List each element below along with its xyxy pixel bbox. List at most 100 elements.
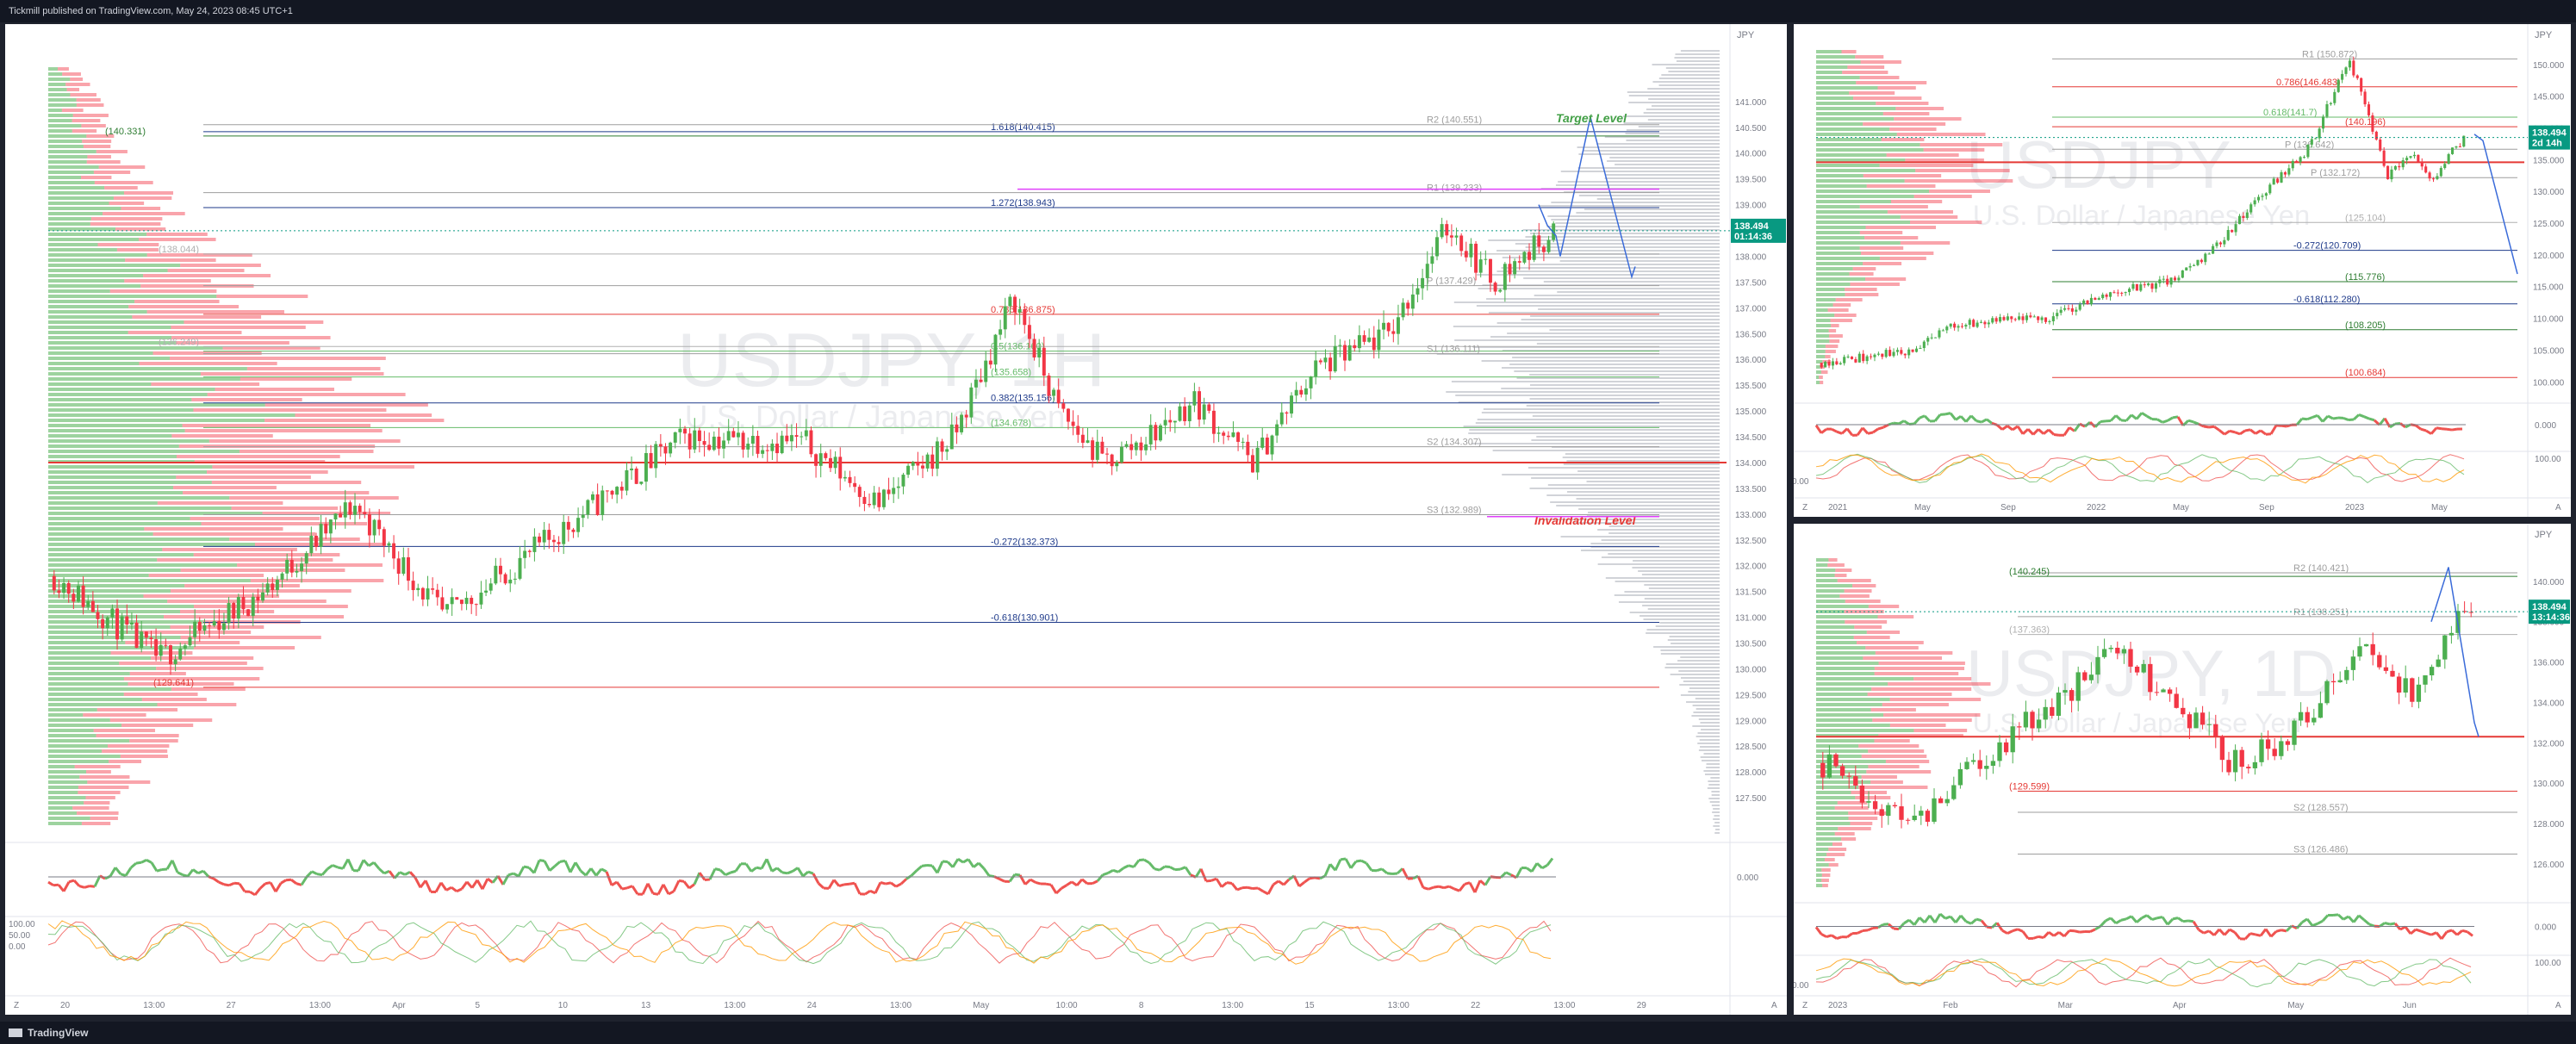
candle-body — [1859, 785, 1865, 803]
volume-profile-bar-down — [193, 408, 387, 412]
momentum-line-segment — [507, 872, 514, 877]
candle-body — [2314, 138, 2318, 140]
volume-profile-right-bar — [1658, 78, 1720, 79]
tradingview-logo[interactable]: TradingView — [9, 1027, 88, 1039]
volume-profile-bar-down — [1845, 288, 1877, 291]
main-chart-svg[interactable]: USDJPY, 1HU.S. Dollar / Japanese Yen(140… — [5, 24, 1787, 1015]
volume-profile-right-bar — [1496, 322, 1720, 324]
volume-profile-right-bar — [1543, 281, 1720, 283]
level-label: P (137.429) — [1427, 277, 1476, 287]
volume-profile-bar-up — [1816, 127, 1890, 131]
candle-body — [1008, 296, 1012, 307]
candle-body — [1178, 406, 1182, 421]
candle-body — [1949, 323, 1952, 327]
candle-body — [2043, 706, 2048, 720]
level-label: (134.678) — [991, 418, 1031, 428]
volume-profile-right-bar — [1475, 422, 1720, 424]
candle-body — [1391, 331, 1396, 334]
candle-body — [1279, 412, 1284, 425]
momentum-line-segment — [1266, 884, 1275, 895]
last-price-tag — [2529, 600, 2570, 625]
momentum-line-segment — [2177, 917, 2184, 923]
price-tick-label: 140.500 — [1735, 124, 1767, 134]
momentum-line-segment — [2229, 429, 2236, 434]
momentum-line-segment — [470, 879, 479, 889]
volume-profile-bar-down — [1866, 631, 1901, 634]
volume-profile-bar-up — [48, 765, 75, 768]
momentum-line-segment — [678, 879, 685, 883]
volume-profile-bar-up — [1816, 563, 1828, 567]
volume-profile-right-bar — [1701, 729, 1720, 730]
candle-body — [1488, 258, 1492, 283]
candle-body — [1047, 376, 1051, 396]
candle-body — [2158, 279, 2162, 283]
candle-body — [2181, 270, 2184, 278]
candle-body — [295, 570, 299, 573]
level-label: 0.786(146.483) — [2276, 78, 2341, 88]
volume-profile-bar-down — [1868, 605, 1900, 608]
volume-profile-right-bar — [1492, 450, 1720, 451]
candle-body — [280, 573, 284, 580]
volume-profile-bar-up — [1816, 360, 1823, 364]
candle-body — [1866, 801, 1871, 803]
volume-profile-bar-down — [295, 413, 432, 417]
candle-body — [1498, 289, 1503, 292]
momentum-line-segment — [2099, 919, 2107, 928]
volume-profile-right-bar — [1463, 426, 1720, 427]
candle-body — [217, 621, 221, 631]
time-tick-label: 27 — [227, 1001, 237, 1010]
candle-body — [2371, 115, 2374, 132]
volume-profile-right-bar — [1555, 184, 1720, 186]
momentum-line-segment — [2415, 424, 2422, 431]
candle-body — [2352, 60, 2355, 76]
candle-body — [52, 575, 56, 591]
volume-profile-bar-down — [1863, 174, 1942, 177]
momentum-line-segment — [2451, 929, 2458, 936]
volume-profile-bar-up — [1816, 112, 1883, 115]
momentum-line-segment — [1458, 883, 1466, 892]
volume-profile-bar-up — [1816, 272, 1850, 276]
momentum-line-segment — [549, 865, 556, 872]
volume-profile-bar-up — [1816, 775, 1862, 779]
momentum-line-segment — [1923, 914, 1932, 923]
candle-body — [2148, 663, 2153, 693]
volume-profile-bar-down — [1831, 324, 1839, 327]
candle-body — [1964, 761, 1969, 769]
candle-body — [227, 603, 231, 624]
momentum-line-segment — [269, 881, 277, 892]
momentum-line-segment — [2125, 915, 2132, 921]
volume-profile-bar-down — [157, 501, 283, 505]
volume-profile-right-bar — [1529, 264, 1720, 265]
bottomright-chart-panel[interactable]: USDJPY, 1D U.S. Dollar / Japanese Yen R2 (… — [1794, 524, 2571, 1015]
momentum-line-segment — [2249, 428, 2256, 435]
momentum-line-segment — [750, 866, 757, 873]
candle-body — [581, 514, 585, 519]
topright-chart-panel[interactable]: USDJPY U.S. Dollar / Japanese Yen R1 (150.… — [1794, 24, 2571, 517]
momentum-line-segment — [1867, 927, 1874, 932]
volume-profile-bar-up — [48, 806, 73, 810]
candle-body — [1119, 446, 1123, 463]
candle-body — [2231, 230, 2234, 233]
volume-profile-bar-up — [1816, 806, 1835, 810]
candle-body — [1508, 264, 1512, 275]
candle-body — [1546, 239, 1551, 252]
candle-body — [1148, 425, 1153, 444]
momentum-line-segment — [1008, 873, 1017, 883]
candle-body — [2150, 283, 2154, 289]
volume-profile-bar-up — [48, 501, 158, 505]
candle-body — [1911, 349, 1914, 352]
volume-profile-bar-down — [70, 78, 84, 81]
volume-profile-right-bar — [1696, 708, 1720, 710]
main-chart-panel[interactable]: USDJPY, 1H U.S. Dollar / Japanese Yen (140… — [5, 24, 1787, 1015]
momentum-line-segment — [1944, 412, 1951, 416]
volume-profile-bar-down — [1866, 770, 1932, 774]
volume-profile-bar-up — [48, 346, 223, 350]
volume-profile-bar-up — [48, 243, 98, 246]
momentum-line-segment — [1872, 427, 1879, 434]
candle-body — [785, 435, 789, 442]
volume-profile-right-bar — [1692, 705, 1720, 706]
candle-body — [2283, 172, 2287, 175]
volume-profile-right-bar — [1623, 122, 1720, 124]
